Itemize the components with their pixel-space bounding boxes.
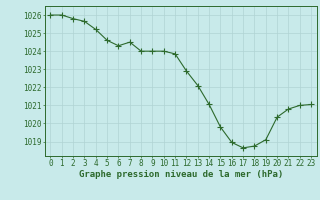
X-axis label: Graphe pression niveau de la mer (hPa): Graphe pression niveau de la mer (hPa) xyxy=(79,170,283,179)
